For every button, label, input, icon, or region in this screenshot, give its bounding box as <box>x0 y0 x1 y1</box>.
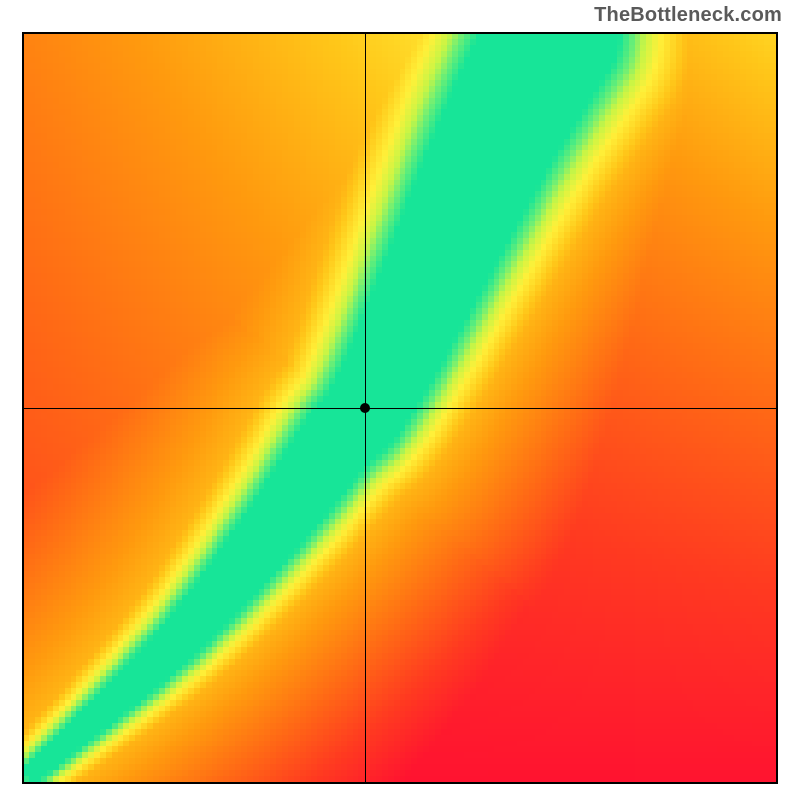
plot-area <box>22 32 778 784</box>
heatmap-canvas <box>24 34 776 782</box>
watermark-text: TheBottleneck.com <box>594 4 782 27</box>
marker-dot <box>360 403 370 413</box>
